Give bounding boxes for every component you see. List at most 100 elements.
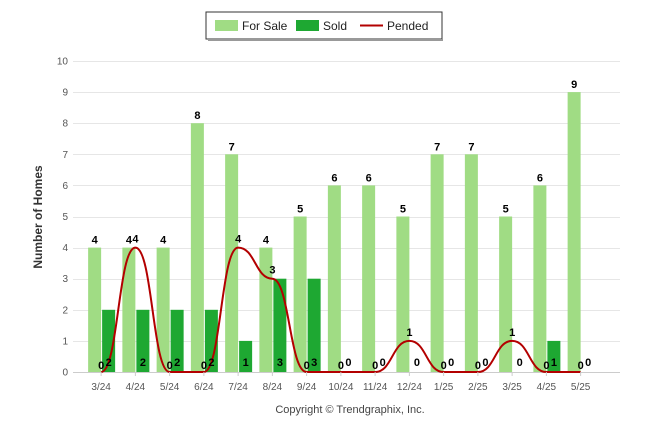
bar-for-sale[interactable] [499, 216, 513, 373]
bar-for-sale[interactable] [293, 216, 307, 373]
bar-for-sale[interactable] [225, 154, 239, 372]
bar-for-sale[interactable] [396, 216, 410, 373]
bar-for-sale[interactable] [464, 154, 478, 372]
data-label-sold: 3 [277, 357, 283, 369]
legend-swatch-sold[interactable] [296, 20, 319, 31]
data-label-for-sale: 6 [331, 172, 337, 184]
data-label-sold: 0 [585, 357, 591, 369]
pended-line [100, 246, 581, 373]
data-label-sold: 2 [106, 357, 112, 369]
bar-for-sale[interactable] [533, 185, 547, 372]
legend-label-pended[interactable]: Pended [387, 19, 428, 33]
x-tick-label: 3/25 [502, 382, 522, 393]
data-label-pended: 0 [441, 360, 447, 372]
y-tick-label: 3 [62, 274, 68, 285]
data-label-pended: 0 [543, 360, 549, 372]
data-label-for-sale: 4 [263, 235, 270, 247]
data-label-for-sale: 6 [366, 172, 372, 184]
x-tick-label: 1/25 [434, 382, 454, 393]
y-axis-label: Number of Homes [31, 165, 45, 269]
data-label-pended: 4 [132, 234, 139, 246]
data-label-pended: 0 [201, 360, 207, 372]
bar-sold[interactable] [273, 278, 287, 372]
bar-sold[interactable] [136, 309, 150, 372]
bar-for-sale[interactable] [156, 247, 170, 372]
bar-sold[interactable] [547, 340, 561, 372]
bar-for-sale[interactable] [190, 123, 204, 372]
y-tick-label: 9 [62, 88, 68, 99]
data-label-sold: 0 [448, 357, 454, 369]
bar-for-sale[interactable] [88, 247, 102, 372]
data-label-pended: 1 [406, 327, 412, 339]
data-label-pended: 0 [167, 360, 173, 372]
bar-sold[interactable] [102, 309, 116, 372]
data-label-sold: 0 [482, 357, 488, 369]
data-label-pended: 0 [338, 360, 344, 372]
pended-series-line[interactable] [100, 246, 581, 373]
bar-for-sale[interactable] [122, 247, 136, 372]
y-tick-label: 2 [62, 305, 68, 316]
data-label-for-sale: 6 [537, 172, 543, 184]
x-tick-label: 10/24 [328, 382, 353, 393]
x-tick-label: 3/24 [91, 382, 111, 393]
data-label-for-sale: 5 [297, 204, 303, 216]
data-label-sold: 0 [345, 357, 351, 369]
data-label-for-sale: 7 [229, 141, 235, 153]
bar-sold[interactable] [307, 278, 321, 372]
x-tick-label: 2/25 [468, 382, 488, 393]
legend-label-for-sale[interactable]: For Sale [242, 19, 288, 33]
data-label-sold: 0 [380, 357, 386, 369]
bar-sold[interactable] [204, 309, 218, 372]
x-tick-label: 8/24 [263, 382, 283, 393]
bar-for-sale[interactable] [567, 92, 581, 372]
bars [88, 92, 581, 372]
data-label-pended: 4 [235, 234, 242, 246]
data-label-sold: 2 [208, 357, 214, 369]
bar-for-sale[interactable] [362, 185, 376, 372]
legend-box [205, 11, 443, 40]
x-tick-label: 12/24 [397, 382, 422, 393]
y-tick-label: 4 [62, 243, 68, 254]
bar-sold[interactable] [170, 309, 184, 372]
y-tick-label: 0 [62, 368, 68, 379]
data-label-for-sale: 4 [126, 235, 133, 247]
y-tick-label: 7 [62, 150, 68, 161]
data-label-for-sale: 4 [92, 235, 99, 247]
data-label-for-sale: 8 [194, 110, 200, 122]
data-label-sold: 1 [243, 357, 249, 369]
data-label-pended: 0 [98, 360, 104, 372]
data-label-pended: 3 [269, 265, 275, 277]
copyright-text: Copyright © Trendgraphix, Inc. [275, 404, 424, 416]
data-label-pended: 0 [304, 360, 310, 372]
legend-label-sold[interactable]: Sold [323, 19, 347, 33]
data-label-sold: 0 [414, 357, 420, 369]
bar-for-sale[interactable] [327, 185, 341, 372]
data-label-for-sale: 9 [571, 79, 577, 91]
x-tick-label: 11/24 [363, 382, 388, 393]
y-axis-ticks: 0 1 2 3 4 5 6 7 8 9 10 [57, 57, 69, 379]
legend: For Sale Sold Pended [205, 11, 443, 41]
x-tick-label: 5/24 [160, 382, 180, 393]
data-label-pended: 0 [372, 360, 378, 372]
legend-swatch-for-sale[interactable] [215, 20, 238, 31]
x-axis-ticks: 3/24 4/24 5/24 6/24 7/24 8/24 9/24 10/24 11/24 12… [91, 372, 591, 393]
x-tick-label: 9/24 [297, 382, 317, 393]
data-label-sold: 1 [551, 357, 557, 369]
x-tick-label: 4/25 [537, 382, 557, 393]
data-label-for-sale: 7 [468, 141, 474, 153]
data-label-for-sale: 5 [400, 204, 406, 216]
data-label-sold: 2 [174, 357, 180, 369]
data-label-sold: 2 [140, 357, 146, 369]
y-tick-label: 5 [62, 212, 68, 223]
bar-sold[interactable] [239, 340, 253, 372]
data-label-pended: 0 [475, 360, 481, 372]
data-label-pended: 1 [509, 327, 515, 339]
y-tick-label: 8 [62, 119, 68, 130]
data-label-for-sale: 7 [434, 141, 440, 153]
data-label-pended: 0 [578, 360, 584, 372]
x-tick-label: 6/24 [194, 382, 214, 393]
x-tick-label: 4/24 [126, 382, 146, 393]
bar-for-sale[interactable] [430, 154, 444, 372]
